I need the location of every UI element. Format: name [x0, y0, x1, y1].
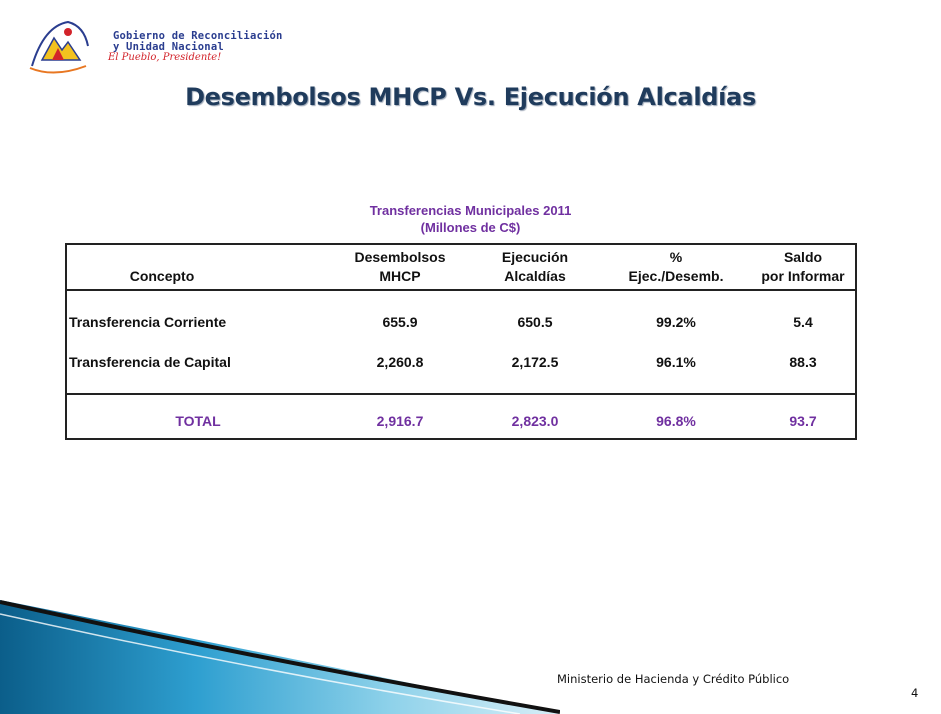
logo-slogan: El Pueblo, Presidente!	[108, 52, 222, 63]
table-caption-units: (Millones de C$)	[420, 220, 521, 235]
logo-text-line2: y Unidad Nacional	[113, 41, 224, 53]
government-logo: Gobierno de Reconciliación y Unidad Naci…	[24, 16, 282, 78]
row-corriente-concepto: Transferencia Corriente	[69, 314, 227, 330]
logo-emblem-icon	[29, 20, 89, 74]
header-divider	[67, 289, 855, 291]
page-number: 4	[911, 686, 919, 700]
footer-ministry: Ministerio de Hacienda y Crédito Público	[557, 672, 790, 686]
logo-text-line1: Gobierno de Reconciliación	[113, 30, 283, 42]
row-capital-concepto: Transferencia de Capital	[69, 354, 231, 370]
slide-title: Desembolsos MHCP Vs. Ejecución Alcaldías	[185, 83, 756, 111]
transfers-table: Concepto Desembolsos MHCP Ejecución Alca…	[65, 243, 857, 440]
table-caption: Transferencias Municipales 2011	[369, 203, 572, 218]
decorative-swoosh	[0, 600, 560, 714]
total-divider	[67, 393, 855, 395]
